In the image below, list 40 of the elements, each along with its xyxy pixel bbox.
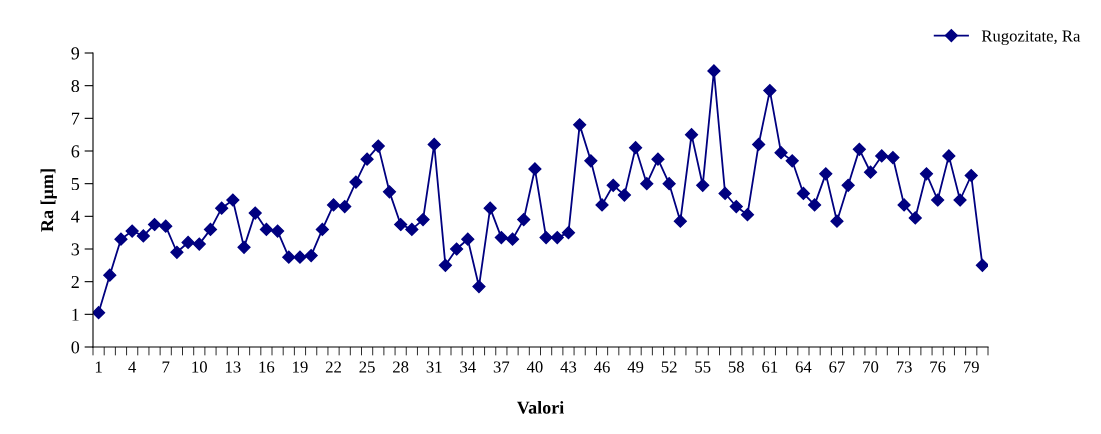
x-tick-label: 19 [293,361,308,373]
x-tick-label: 76 [930,361,946,373]
x-tick-label: 61 [762,361,778,373]
x-tick-label: 73 [896,361,912,373]
x-tick-label: 31 [426,361,442,373]
x-tick-label: 1 [95,361,102,373]
y-tick-label: 5 [71,178,80,191]
x-tick-label: 34 [460,361,476,373]
y-tick-label: 3 [71,243,80,256]
legend-label: Rugozitate, Ra [981,30,1081,46]
x-tick-label: 22 [325,361,341,373]
x-tick-label: 46 [594,361,610,373]
y-tick-label: 7 [71,112,80,125]
x-tick-label: 13 [225,361,241,373]
x-tick-label: 49 [627,361,644,373]
x-tick-label: 67 [829,361,845,373]
y-tick-label: 9 [71,47,80,60]
y-tick-label: 8 [71,79,80,93]
x-tick-label: 16 [259,361,275,373]
x-tick-label: 43 [560,361,577,373]
y-tick-label: 1 [72,308,79,321]
x-tick-label: 28 [393,361,409,373]
x-tick-label: 7 [162,361,170,373]
x-tick-label: 40 [526,361,543,373]
x-tick-label: 55 [695,361,711,373]
y-tick-label: 4 [71,210,80,223]
x-tick-label: 25 [359,361,375,373]
x-tick-label: 37 [493,361,510,373]
y-axis-title: Ra [µm] [40,169,57,232]
y-tick-label: 2 [71,275,79,288]
x-tick-label: 64 [795,361,812,373]
y-tick-label: 0 [71,341,80,354]
x-tick-label: 52 [661,361,677,373]
x-tick-label: 10 [192,361,207,373]
x-tick-label: 70 [863,361,879,373]
y-tick-label: 6 [71,145,80,158]
x-tick-label: 4 [128,361,137,373]
x-tick-label: 58 [728,361,744,373]
x-tick-label: 79 [963,361,979,373]
x-axis-title: Valori [516,401,564,414]
